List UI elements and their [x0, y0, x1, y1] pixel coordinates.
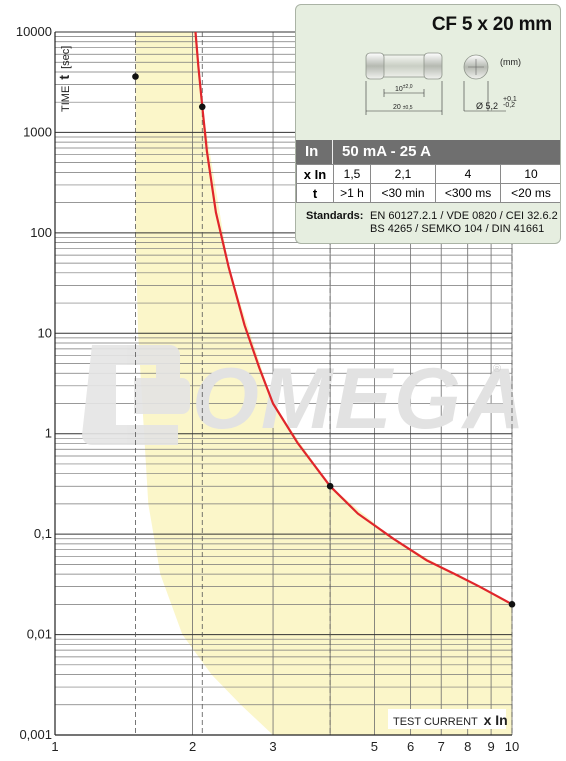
- table-cell: 4: [435, 164, 502, 184]
- x-tick-label: 5: [371, 739, 378, 754]
- registered-mark: ®: [493, 363, 501, 375]
- table-row: x In 1,5 2,1 4 10: [296, 164, 560, 184]
- x-tick-label: 1: [51, 739, 58, 754]
- data-point: [326, 482, 334, 490]
- svg-text:20±0,5: 20 ±0,5: [393, 104, 413, 111]
- fuse-spec-panel: CF 5 x 20 mm (mm): [295, 4, 561, 244]
- svg-text:+0,1: +0,1: [503, 96, 517, 103]
- data-point: [508, 601, 516, 608]
- fuse-time-table: x In 1,5 2,1 4 10 t >1 h <30 min <300 ms…: [296, 164, 560, 203]
- x-tick-label: 7: [438, 739, 445, 754]
- data-point: [198, 103, 206, 111]
- standards-label: Standards:: [306, 210, 364, 222]
- series-layer: [194, 31, 513, 606]
- fuse-spec-title: CF 5 x 20 mm: [431, 14, 552, 35]
- marker-layer: [132, 73, 516, 608]
- standards-line: BS 4265 / SEMKO 104 / DIN 41661: [370, 223, 545, 235]
- x-tick-label: 2: [189, 739, 196, 754]
- x-tick-label: 10: [505, 739, 519, 754]
- table-cell: <300 ms: [435, 183, 502, 203]
- x-axis-label: TEST CURRENT x In: [388, 709, 508, 729]
- rating-bar: In 50 mA - 25 A: [296, 140, 560, 164]
- table-cell: 10: [500, 164, 560, 184]
- svg-text:TEST CURRENT x In: TEST CURRENT x In: [393, 712, 508, 728]
- y-axis-label: TIME t [sec]: [56, 46, 72, 112]
- svg-text:10±2,0: 10±2,0: [395, 84, 413, 93]
- tolerance-band: [135, 32, 512, 735]
- fuse-dimension-drawing: (mm) 10±2,0 20 ±0,5 Ø 5,2 +0,1 -0,2: [365, 52, 521, 115]
- y-tick-label: 10000: [16, 24, 52, 39]
- table-cell: <20 ms: [500, 183, 560, 203]
- melting-curve: [194, 31, 513, 606]
- data-point: [132, 73, 139, 80]
- omega-watermark-text: OMEGA: [192, 351, 527, 447]
- y-tick-label: 1: [45, 426, 52, 441]
- standards-line: EN 60127.2.1 / VDE 0820 / CEI 32.6.2: [370, 210, 558, 222]
- reference-lines-layer: [135, 32, 513, 735]
- table-cell: <30 min: [370, 183, 437, 203]
- multiple-label: x In: [296, 164, 334, 184]
- x-tick-label: 6: [407, 739, 414, 754]
- table-row: t >1 h <30 min <300 ms <20 ms: [296, 183, 560, 203]
- y-tick-label: 0,001: [19, 727, 52, 742]
- fuse-body-icon: [365, 52, 443, 80]
- tick-labels-layer: 1 2 3 5 6 7 8 9 10 10000 1000 100 10 1 0,1 0,01 0,001: [16, 24, 519, 754]
- watermark-layer: OMEGA ®: [82, 345, 527, 447]
- y-tick-label: 0,01: [27, 627, 52, 642]
- x-tick-label: 3: [269, 739, 276, 754]
- svg-text:-0,2: -0,2: [503, 102, 515, 109]
- rating-value: 50 mA - 25 A: [342, 143, 431, 160]
- omega-logo-mark: [82, 345, 190, 445]
- x-tick-label: 9: [487, 739, 494, 754]
- svg-text:TIME t [sec]: TIME t [sec]: [56, 46, 72, 112]
- tolerance-band-layer: [135, 32, 512, 735]
- svg-text:Ø 5,2: Ø 5,2: [476, 101, 498, 111]
- time-label: t: [296, 183, 334, 203]
- y-tick-label: 100: [30, 225, 52, 240]
- y-tick-label: 1000: [23, 124, 52, 139]
- fuse-end-view-icon: [463, 54, 489, 80]
- x-tick-label: 8: [464, 739, 471, 754]
- y-tick-label: 10: [38, 325, 52, 340]
- table-cell: >1 h: [332, 183, 372, 203]
- y-tick-label: 0,1: [34, 526, 52, 541]
- unit-label: (mm): [500, 57, 521, 67]
- rating-label: In: [305, 143, 319, 160]
- table-cell: 1,5: [332, 164, 372, 184]
- table-cell: 2,1: [370, 164, 437, 184]
